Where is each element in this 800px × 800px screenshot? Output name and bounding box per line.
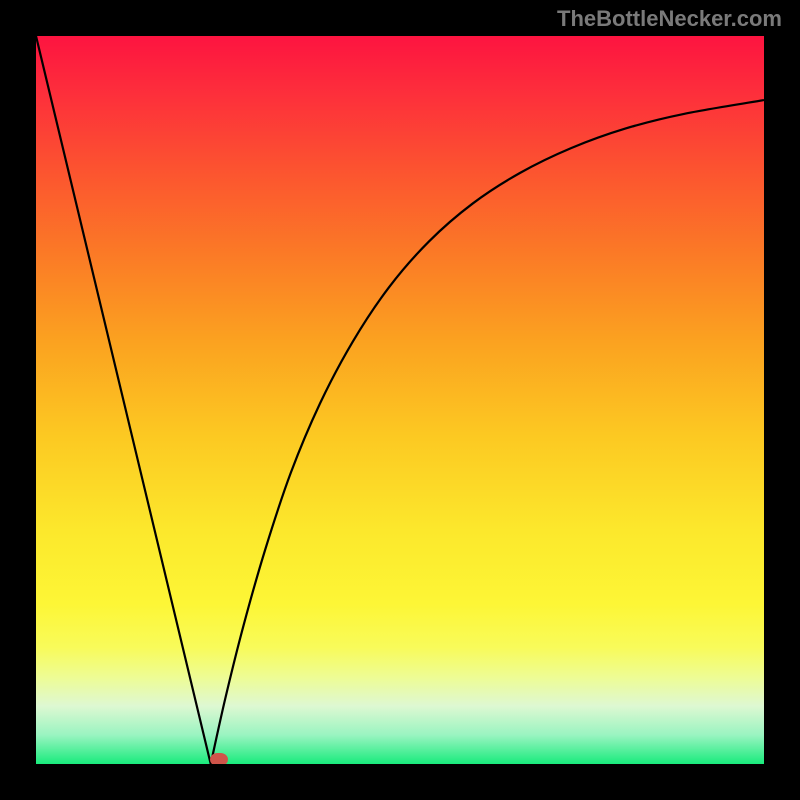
chart-container: TheBottleNecker.com [0,0,800,800]
watermark-text: TheBottleNecker.com [557,6,782,32]
plot-area [36,36,764,764]
minimum-marker [210,753,228,764]
curve-svg [36,36,764,764]
bottleneck-curve [36,36,764,764]
